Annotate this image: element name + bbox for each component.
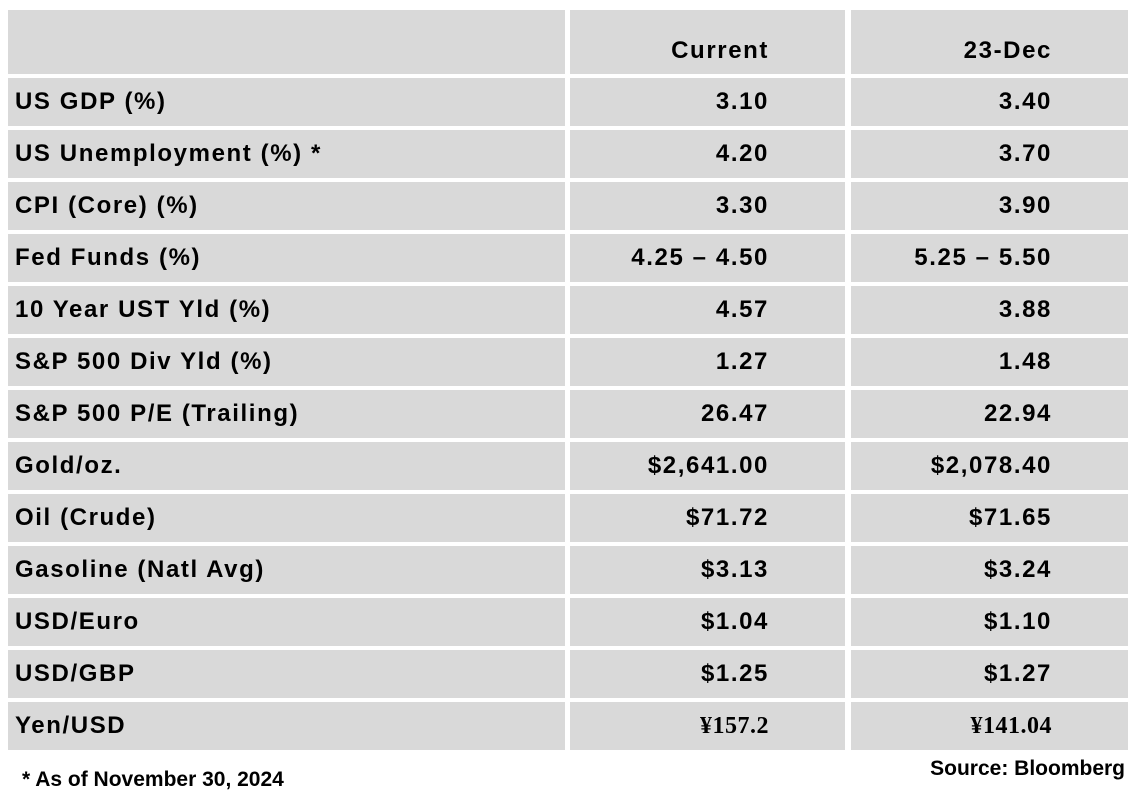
- row-label: USD/GBP: [8, 650, 565, 698]
- header-label-cell: [8, 10, 565, 74]
- row-label: Yen/USD: [8, 702, 565, 750]
- table-row: Yen/USD ¥157.2 ¥141.04: [8, 702, 1128, 750]
- row-label: US Unemployment (%) *: [8, 130, 565, 178]
- table-row: Fed Funds (%) 4.25 – 4.50 5.25 – 5.50: [8, 234, 1128, 282]
- row-previous-value: 3.88: [851, 286, 1128, 334]
- row-previous-value: $3.24: [851, 546, 1128, 594]
- row-current-value: ¥157.2: [570, 702, 845, 750]
- row-previous-value: $1.27: [851, 650, 1128, 698]
- row-previous-value: ¥141.04: [851, 702, 1128, 750]
- row-label: 10 Year UST Yld (%): [8, 286, 565, 334]
- header-current-cell: Current: [570, 10, 845, 74]
- table-row: USD/GBP $1.25 $1.27: [8, 650, 1128, 698]
- table-row: US GDP (%) 3.10 3.40: [8, 78, 1128, 126]
- row-current-value: $2,641.00: [570, 442, 845, 490]
- table-row: Gasoline (Natl Avg) $3.13 $3.24: [8, 546, 1128, 594]
- row-current-value: $3.13: [570, 546, 845, 594]
- table-row: S&P 500 Div Yld (%) 1.27 1.48: [8, 338, 1128, 386]
- row-label: Oil (Crude): [8, 494, 565, 542]
- table-row: Oil (Crude) $71.72 $71.65: [8, 494, 1128, 542]
- row-label: US GDP (%): [8, 78, 565, 126]
- row-label: S&P 500 P/E (Trailing): [8, 390, 565, 438]
- row-previous-value: 1.48: [851, 338, 1128, 386]
- row-current-value: 3.30: [570, 182, 845, 230]
- row-current-value: 3.10: [570, 78, 845, 126]
- table-row: USD/Euro $1.04 $1.10: [8, 598, 1128, 646]
- row-label: Fed Funds (%): [8, 234, 565, 282]
- row-previous-value: 5.25 – 5.50: [851, 234, 1128, 282]
- row-current-value: $1.04: [570, 598, 845, 646]
- row-previous-value: $71.65: [851, 494, 1128, 542]
- source-note: Source: Bloomberg: [930, 757, 1125, 780]
- row-label: Gasoline (Natl Avg): [8, 546, 565, 594]
- footnote: * As of November 30, 2024: [22, 768, 284, 791]
- row-previous-value: $2,078.40: [851, 442, 1128, 490]
- row-current-value: 1.27: [570, 338, 845, 386]
- table-row: 10 Year UST Yld (%) 4.57 3.88: [8, 286, 1128, 334]
- row-label: USD/Euro: [8, 598, 565, 646]
- row-previous-value: 22.94: [851, 390, 1128, 438]
- row-previous-value: $1.10: [851, 598, 1128, 646]
- table-row: CPI (Core) (%) 3.30 3.90: [8, 182, 1128, 230]
- row-label: S&P 500 Div Yld (%): [8, 338, 565, 386]
- row-current-value: 4.20: [570, 130, 845, 178]
- table-row: US Unemployment (%) * 4.20 3.70: [8, 130, 1128, 178]
- table-row: Gold/oz. $2,641.00 $2,078.40: [8, 442, 1128, 490]
- row-current-value: 4.57: [570, 286, 845, 334]
- row-label: Gold/oz.: [8, 442, 565, 490]
- row-current-value: $71.72: [570, 494, 845, 542]
- table-header-row: Current 23-Dec: [8, 10, 1128, 74]
- header-previous-cell: 23-Dec: [851, 10, 1128, 74]
- row-previous-value: 3.90: [851, 182, 1128, 230]
- row-previous-value: 3.70: [851, 130, 1128, 178]
- row-previous-value: 3.40: [851, 78, 1128, 126]
- economic-indicators-table: Current 23-Dec US GDP (%) 3.10 3.40 US U…: [8, 10, 1128, 754]
- row-label: CPI (Core) (%): [8, 182, 565, 230]
- row-current-value: $1.25: [570, 650, 845, 698]
- row-current-value: 4.25 – 4.50: [570, 234, 845, 282]
- row-current-value: 26.47: [570, 390, 845, 438]
- table-row: S&P 500 P/E (Trailing) 26.47 22.94: [8, 390, 1128, 438]
